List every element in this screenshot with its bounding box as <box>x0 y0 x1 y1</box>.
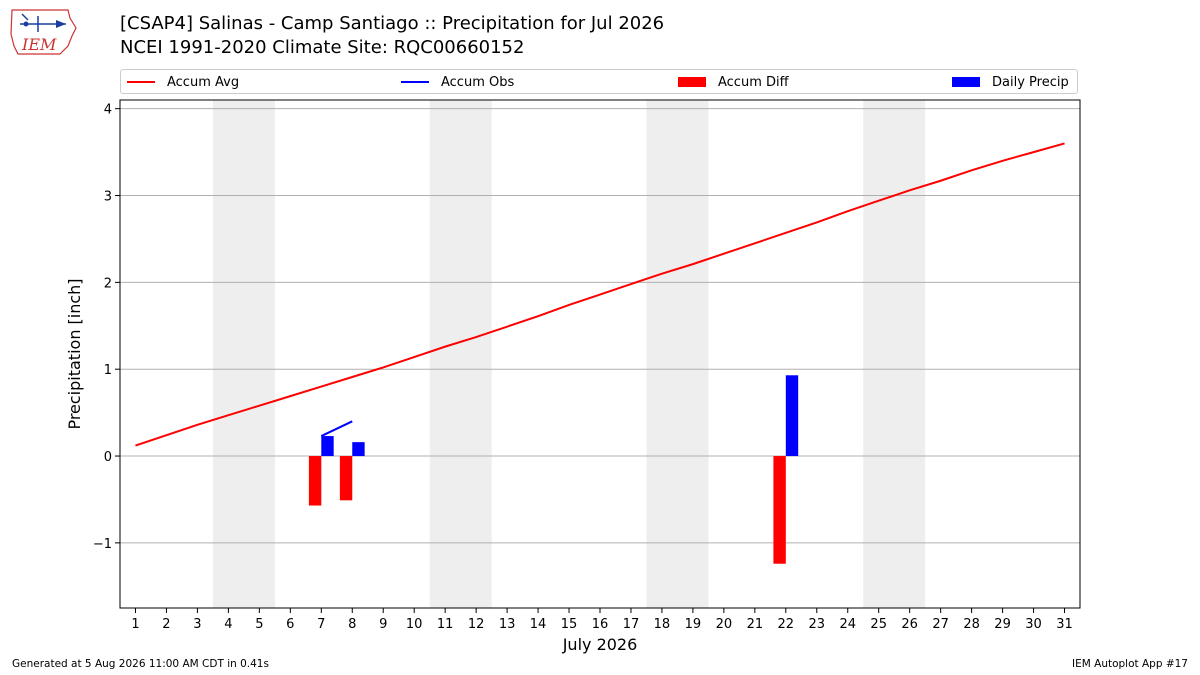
x-tick-label-22: 22 <box>778 617 795 632</box>
x-tick-label-28: 28 <box>963 617 980 632</box>
x-tick-label-2: 2 <box>162 617 170 632</box>
legend-label-accum-obs: Accum Obs <box>441 74 515 90</box>
bar-daily-precip-day-8 <box>352 442 365 457</box>
x-tick-label-13: 13 <box>499 617 516 632</box>
legend-swatch-accum-avg <box>127 81 155 83</box>
x-tick-label-20: 20 <box>716 617 733 632</box>
line-accum-obs <box>320 420 353 437</box>
legend-item-accum-obs: Accum Obs <box>401 73 514 91</box>
x-tick-label-3: 3 <box>193 617 201 632</box>
x-tick-label-21: 21 <box>747 617 764 632</box>
y-tick-label-2: 2 <box>104 276 112 291</box>
chart-title: [CSAP4] Salinas - Camp Santiago :: Preci… <box>120 12 664 60</box>
y-tick-label--1: −1 <box>93 537 112 552</box>
weekend-shade-1 <box>212 100 275 608</box>
x-tick-label-11: 11 <box>437 617 454 632</box>
x-tick-label-27: 27 <box>932 617 949 632</box>
x-tick-label-18: 18 <box>654 617 671 632</box>
x-tick-label-15: 15 <box>561 617 578 632</box>
y-tick-label-0: 0 <box>104 450 112 465</box>
x-tick-label-19: 19 <box>685 617 702 632</box>
x-tick-label-6: 6 <box>286 617 294 632</box>
bar-accum-diff-day-22 <box>773 456 786 564</box>
footer-app-id: IEM Autoplot App #17 <box>1072 658 1188 670</box>
x-tick-label-30: 30 <box>1025 617 1042 632</box>
y-tick-label-3: 3 <box>104 190 112 205</box>
x-tick-label-8: 8 <box>348 617 356 632</box>
y-tick-label-1: 1 <box>104 363 112 378</box>
x-tick-label-24: 24 <box>839 617 856 632</box>
weekend-shade-4 <box>863 100 926 608</box>
x-tick-label-5: 5 <box>255 617 263 632</box>
title-line-1: [CSAP4] Salinas - Camp Santiago :: Preci… <box>120 13 665 34</box>
y-axis-title: Precipitation [inch] <box>65 278 84 429</box>
x-tick-label-14: 14 <box>530 617 547 632</box>
x-tick-label-25: 25 <box>870 617 887 632</box>
bar-daily-precip-day-22 <box>785 375 799 457</box>
footer-generated: Generated at 5 Aug 2026 11:00 AM CDT in … <box>12 658 269 670</box>
x-tick-label-23: 23 <box>809 617 826 632</box>
x-tick-label-4: 4 <box>224 617 232 632</box>
legend-label-accum-avg: Accum Avg <box>167 74 240 90</box>
bar-daily-precip-day-7 <box>321 436 334 457</box>
logo-text: IEM <box>21 35 57 54</box>
legend-item-accum-avg: Accum Avg <box>127 73 239 91</box>
legend-swatch-accum-obs <box>401 81 429 83</box>
x-tick-label-1: 1 <box>131 617 139 632</box>
legend-label-daily-precip: Daily Precip <box>992 74 1069 90</box>
weekend-shade-3 <box>646 100 709 608</box>
bar-accum-diff-day-8 <box>339 456 353 501</box>
x-tick-label-17: 17 <box>623 617 640 632</box>
legend-item-accum-diff: Accum Diff <box>678 73 789 91</box>
legend-swatch-daily-precip <box>952 77 980 87</box>
title-line-2: NCEI 1991-2020 Climate Site: RQC00660152 <box>120 37 525 58</box>
legend-swatch-accum-diff <box>678 77 706 87</box>
x-tick-label-29: 29 <box>994 617 1011 632</box>
x-tick-label-26: 26 <box>901 617 918 632</box>
x-tick-label-16: 16 <box>592 617 609 632</box>
legend-label-accum-diff: Accum Diff <box>718 74 789 90</box>
x-axis-title: July 2026 <box>562 635 638 654</box>
x-tick-label-9: 9 <box>379 617 387 632</box>
x-tick-label-10: 10 <box>406 617 423 632</box>
legend: Accum Avg Accum Obs Accum Diff Daily Pre… <box>120 69 1078 94</box>
iem-logo: IEM <box>10 9 77 55</box>
bar-accum-diff-day-7 <box>308 456 322 506</box>
weekend-shade-2 <box>429 100 492 608</box>
x-tick-label-12: 12 <box>468 617 485 632</box>
y-tick-label-4: 4 <box>104 103 112 118</box>
legend-item-daily-precip: Daily Precip <box>952 73 1069 91</box>
x-tick-label-31: 31 <box>1056 617 1073 632</box>
x-tick-label-7: 7 <box>317 617 325 632</box>
